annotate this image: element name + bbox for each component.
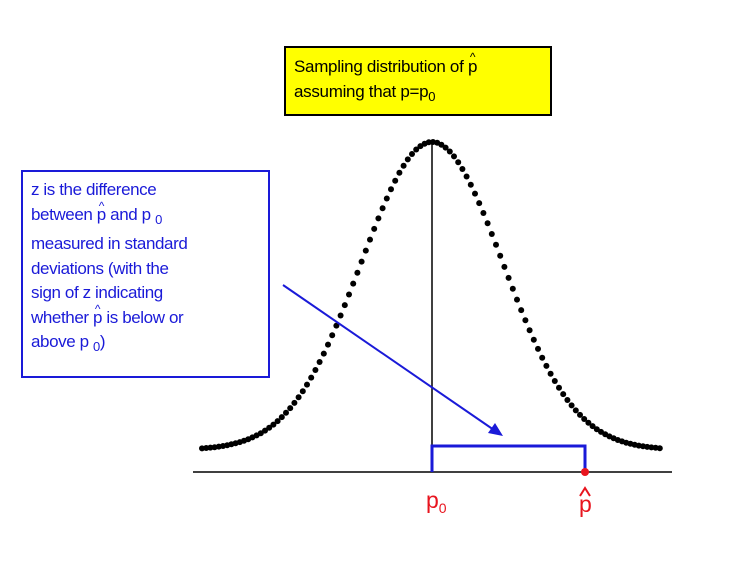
curve-dot [560, 391, 567, 398]
curve-dot [589, 423, 596, 430]
curve-dot [480, 210, 487, 216]
curve-dot [295, 394, 302, 401]
title-line-2: assuming that p=p0 [294, 82, 436, 104]
curve-dot [396, 169, 403, 176]
curve-dot [581, 416, 588, 422]
curve-dot [446, 148, 453, 155]
curve-dot [455, 159, 462, 166]
p-hat-axis-caret [579, 486, 591, 497]
curve-dot [451, 153, 457, 160]
curve-dot [442, 144, 449, 151]
curve-dot [509, 285, 516, 292]
curve-dot [350, 280, 357, 287]
title-box: Sampling distribution of p assuming that… [284, 45, 552, 116]
curve-dot [472, 190, 478, 197]
curve-dot [291, 399, 298, 406]
curve-dot [358, 258, 365, 265]
curve-dot [505, 274, 512, 281]
curve-dot [501, 263, 508, 270]
normal-curve [199, 139, 663, 452]
curve-dot [283, 409, 289, 416]
curve-dot [476, 200, 483, 207]
curve-dot [299, 388, 306, 395]
curve-dot [484, 220, 491, 227]
note-line-3: measured in standard [31, 234, 188, 253]
curve-dot [467, 181, 474, 188]
curve-dot [514, 296, 520, 303]
p0-axis-label: p0 [426, 487, 447, 516]
pointer-arrow [282, 284, 503, 436]
curve-dot [543, 362, 550, 369]
curve-dot [392, 177, 399, 184]
curve-dot [362, 247, 369, 254]
curve-dot [438, 141, 445, 148]
note-line-6: whether p is below or [31, 297, 260, 331]
curve-dot [404, 156, 411, 163]
curve-dot [325, 341, 331, 348]
curve-dot [493, 241, 499, 248]
curve-dot [274, 418, 281, 425]
curve-dot [270, 421, 277, 428]
curve-dot [337, 312, 344, 319]
curve-dot [379, 205, 386, 212]
curve-dot [320, 350, 327, 357]
curve-dot [375, 215, 382, 222]
curve-dot [539, 354, 546, 361]
p-hat-marker [581, 468, 589, 476]
curve-dot [488, 231, 495, 237]
curve-dot [388, 186, 394, 193]
curve-dot [656, 445, 663, 452]
note-line-7: above p 0) [31, 332, 106, 354]
curve-dot [354, 269, 361, 276]
note-line-2: between p and p 0 [31, 194, 260, 233]
note-line-4: deviations (with the [31, 258, 169, 278]
p-hat-symbol: p [97, 194, 106, 228]
curve-dot [497, 252, 504, 259]
curve-dot [278, 414, 285, 421]
p-hat-symbol: p [468, 45, 477, 79]
curve-dot [459, 166, 466, 172]
curve-dot [518, 307, 525, 314]
curve-dot [308, 374, 315, 381]
curve-dot [556, 384, 562, 391]
curve-dot [577, 411, 583, 418]
curve-dot [409, 151, 415, 157]
curve-dot [400, 162, 407, 169]
curve-dot [551, 378, 558, 384]
p-hat-axis-label: p [579, 491, 592, 517]
curve-dot [266, 424, 273, 431]
curve-dot [329, 332, 336, 339]
curve-dot [585, 419, 592, 426]
curve-dot [287, 405, 294, 412]
curve-dot [535, 345, 541, 352]
curve-dot [568, 402, 575, 409]
curve-dot [346, 291, 352, 298]
curve-dot [341, 302, 348, 309]
curve-dot [547, 370, 554, 377]
curve-dot [371, 225, 378, 232]
curve-dot [572, 407, 579, 414]
curve-dot [383, 195, 390, 202]
curve-dot [526, 327, 533, 334]
curve-dot [316, 359, 323, 365]
note-line-1: z is the difference [31, 180, 157, 199]
note-line-5: sign of z indicating [31, 283, 163, 302]
curve-dot [312, 367, 319, 373]
curve-dot [333, 322, 340, 329]
title-line-1: Sampling distribution of p [294, 45, 542, 79]
z-bracket [430, 444, 587, 472]
curve-dot [530, 336, 537, 343]
curve-dot [463, 173, 470, 180]
curve-dot [367, 236, 373, 243]
explanation-box: z is the difference between p and p 0 me… [21, 170, 270, 378]
p-hat-symbol: p [93, 297, 102, 331]
curve-dot [304, 381, 310, 388]
curve-dot [522, 317, 529, 324]
curve-dot [564, 397, 571, 403]
curve-dot [413, 146, 420, 153]
